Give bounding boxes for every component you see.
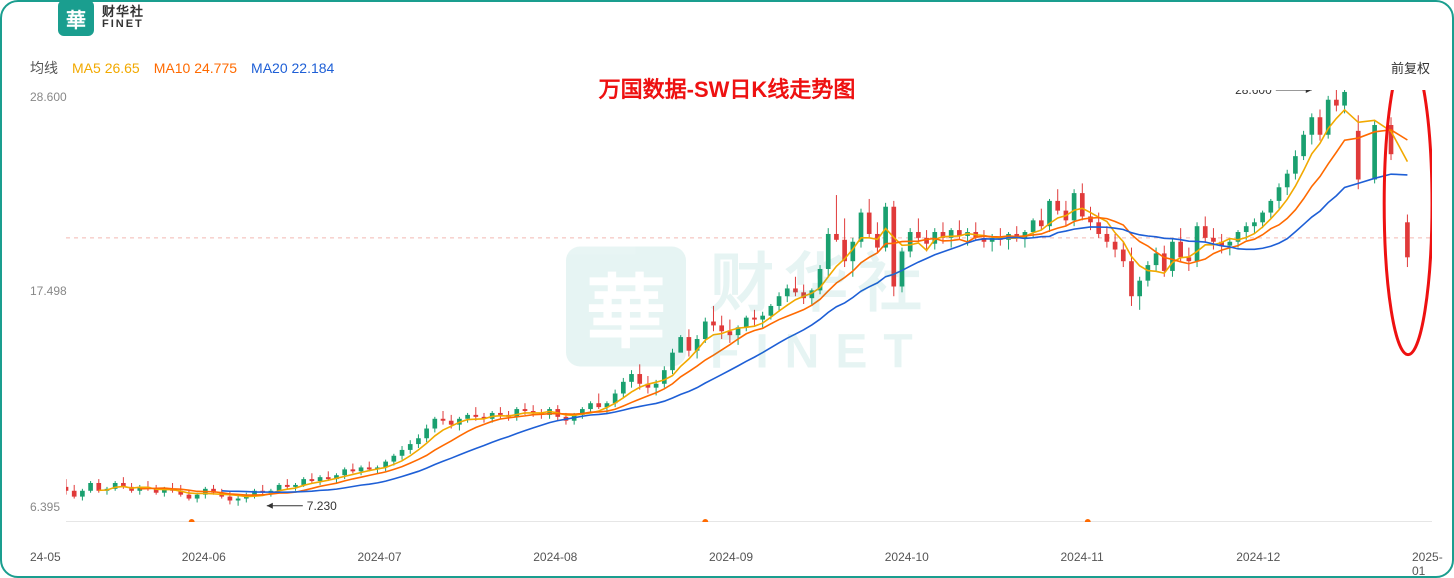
chart-plot-area[interactable]: 華 财华社FINET 7.23028.600 — [66, 90, 1432, 522]
ma-legend: 均线 MA5 26.65 MA10 24.775 MA20 22.184 — [30, 58, 334, 78]
x-tick: 2024-10 — [885, 550, 929, 564]
brand-logo: 華 财华社 FINET — [50, 0, 152, 36]
x-tick: 2024-09 — [709, 550, 753, 564]
brand-glyph: 華 — [58, 0, 94, 36]
svg-text:7.230: 7.230 — [307, 499, 337, 513]
x-tick: 24-05 — [30, 550, 61, 564]
ma10-legend: MA10 24.775 — [154, 60, 237, 76]
x-tick: 2024-12 — [1236, 550, 1280, 564]
ma20-legend: MA20 22.184 — [251, 60, 334, 76]
x-tick: 2024-07 — [358, 550, 402, 564]
adjust-mode-label: 前复权 — [1391, 58, 1430, 77]
y-tick-mid: 17.498 — [30, 284, 67, 298]
ma-label: 均线 — [30, 58, 58, 78]
x-tick: 2025-01 — [1412, 550, 1452, 578]
y-tick-top: 28.600 — [30, 90, 67, 104]
y-tick-bottom: 6.395 — [30, 500, 60, 514]
x-tick: 2024-08 — [533, 550, 577, 564]
ma5-legend: MA5 26.65 — [72, 60, 140, 76]
x-tick: 2024-06 — [182, 550, 226, 564]
candlestick-svg: 7.230 28.600 — [66, 90, 1432, 522]
chart-card: 華 财华社 FINET 均线 MA5 26.65 MA10 24.775 MA2… — [0, 0, 1454, 578]
x-tick: 2024-11 — [1061, 550, 1104, 564]
brand-en: FINET — [102, 19, 144, 31]
svg-text:28.600: 28.600 — [1235, 90, 1272, 97]
brand-cn: 财华社 — [102, 5, 144, 19]
